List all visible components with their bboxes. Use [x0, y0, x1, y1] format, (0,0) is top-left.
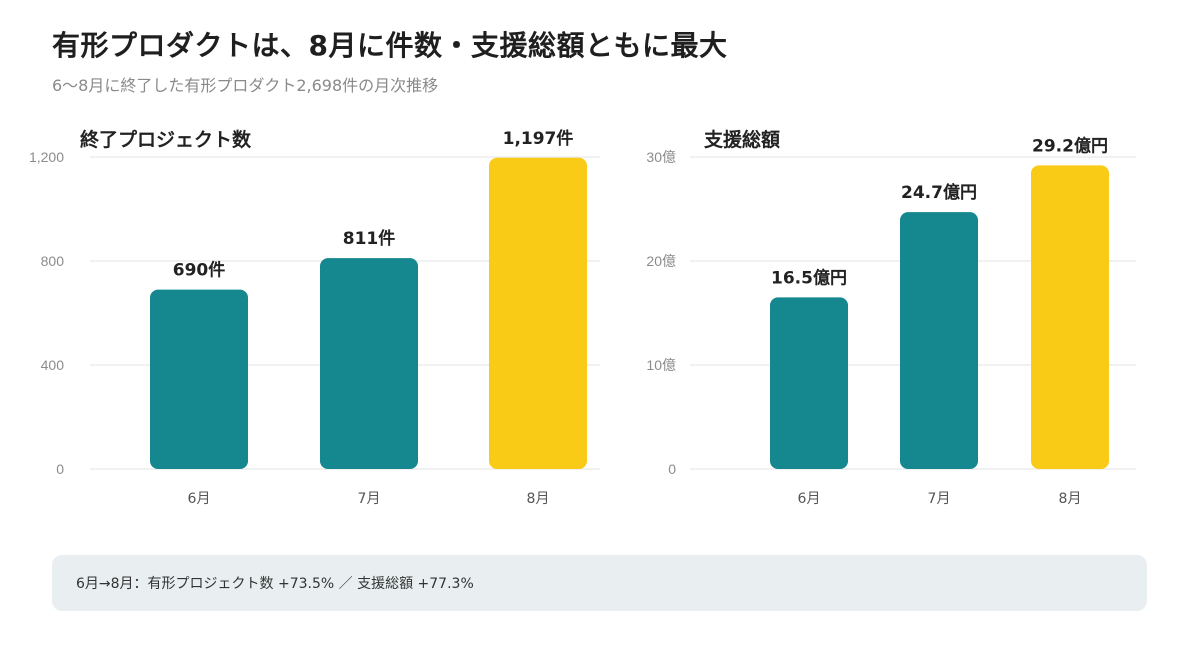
bar-6月	[150, 289, 248, 469]
chart-title: 終了プロジェクト数	[80, 128, 252, 151]
x-tick-label: 7月	[358, 491, 381, 507]
x-tick-label: 6月	[798, 491, 821, 507]
data-label: 24.7億円	[901, 182, 977, 203]
data-label: 811件	[343, 228, 396, 249]
bar-6月	[770, 297, 848, 469]
charts-area: 終了プロジェクト数 0 400 800 1,200 690件 6月 811件 7月 1,197件 8…	[29, 128, 1136, 507]
y-tick-label: 800	[41, 253, 65, 269]
x-tick-label: 6月	[188, 491, 211, 507]
summary-text: 6月→8月：有形プロジェクト数 +73.5% ／ 支援総額 +77.3%	[76, 576, 474, 592]
x-tick-label: 7月	[928, 491, 951, 507]
data-label: 16.5億円	[771, 267, 847, 288]
y-tick-label: 30億	[646, 149, 676, 165]
summary-box: 6月→8月：有形プロジェクト数 +73.5% ／ 支援総額 +77.3%	[52, 555, 1147, 611]
bar-7月	[320, 258, 418, 469]
bar-8月	[489, 157, 587, 469]
bar-7月	[900, 212, 978, 469]
data-label: 1,197件	[503, 128, 574, 149]
page-subtitle: 6〜8月に終了した有形プロダクト2,698件の月次推移	[52, 76, 439, 95]
page-title: 有形プロダクトは、8月に件数・支援総額ともに最大	[52, 29, 728, 62]
y-tick-label: 20億	[646, 253, 676, 269]
y-tick-label: 0	[668, 461, 676, 477]
y-tick-label: 400	[41, 357, 65, 373]
bar-8月	[1031, 165, 1109, 469]
y-tick-label: 0	[56, 461, 64, 477]
x-tick-label: 8月	[527, 491, 550, 507]
chart-2: 支援総額 0 10億 20億 30億 16.5億円 6月 24.7億円 7月 29.2億円 8月	[646, 128, 1136, 507]
data-label: 690件	[173, 260, 226, 281]
y-tick-label: 10億	[646, 357, 676, 373]
bar-charts: 終了プロジェクト数 0 400 800 1,200 690件 6月 811件 7月 1,197件 8…	[29, 128, 1136, 507]
y-tick-label: 1,200	[29, 149, 64, 165]
chart-1: 終了プロジェクト数 0 400 800 1,200 690件 6月 811件 7月 1,197件 8…	[29, 128, 600, 507]
chart-title: 支援総額	[703, 128, 780, 151]
data-label: 29.2億円	[1032, 135, 1108, 156]
x-tick-label: 8月	[1059, 491, 1082, 507]
